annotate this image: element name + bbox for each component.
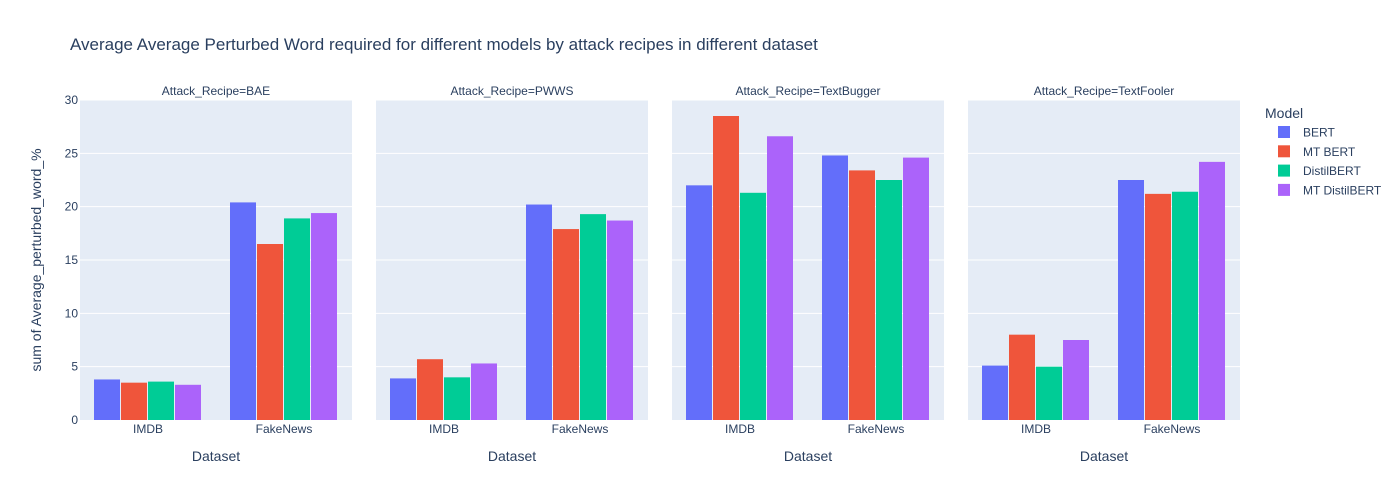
facet-panel: Attack_Recipe=TextBugger IMDB FakeNews Data… xyxy=(672,84,944,464)
bar xyxy=(417,359,443,420)
bar xyxy=(1199,161,1225,420)
legend-swatch xyxy=(1278,164,1290,177)
x-axis-title: Dataset xyxy=(784,448,832,464)
facet-panel: Attack_Recipe=TextFooler IMDB FakeNews Data… xyxy=(968,84,1240,464)
facet-title: Attack_Recipe=TextFooler xyxy=(1034,84,1174,98)
bar xyxy=(553,229,579,420)
bar xyxy=(713,116,739,420)
bar xyxy=(471,363,497,420)
legend-swatch xyxy=(1278,145,1290,158)
chart-title: Average Average Perturbed Word required … xyxy=(70,35,818,54)
bar xyxy=(311,213,337,420)
bar xyxy=(580,214,606,420)
bar xyxy=(740,192,766,420)
facet-title: Attack_Recipe=BAE xyxy=(162,84,270,98)
legend-swatch xyxy=(1278,183,1290,196)
y-tick-label: 25 xyxy=(65,146,79,160)
bar xyxy=(175,384,201,420)
x-tick-label: FakeNews xyxy=(1144,422,1201,436)
bar xyxy=(767,136,793,420)
bar xyxy=(686,185,712,420)
bar xyxy=(257,244,283,420)
x-axis-title: Dataset xyxy=(1080,448,1128,464)
bar xyxy=(390,378,416,420)
bar xyxy=(1172,191,1198,420)
bar xyxy=(1118,180,1144,420)
x-tick-label: FakeNews xyxy=(848,422,905,436)
x-tick-label: IMDB xyxy=(1021,422,1051,436)
bar xyxy=(148,381,174,420)
y-tick-label: 30 xyxy=(65,93,79,107)
bar xyxy=(94,379,120,420)
x-axis-title: Dataset xyxy=(488,448,536,464)
y-tick-label: 0 xyxy=(71,413,78,427)
bar xyxy=(876,180,902,420)
bar xyxy=(1145,193,1171,420)
x-tick-label: IMDB xyxy=(133,422,163,436)
facet-title: Attack_Recipe=PWWS xyxy=(450,84,573,98)
x-axis-title: Dataset xyxy=(192,448,240,464)
legend-label: MT DistilBERT xyxy=(1303,183,1382,197)
bar xyxy=(1063,340,1089,420)
bar xyxy=(1009,334,1035,420)
legend-label: DistilBERT xyxy=(1303,164,1361,178)
bar xyxy=(849,170,875,420)
bar xyxy=(903,157,929,420)
facet-panel: Attack_Recipe=BAE IMDB FakeNews Dataset xyxy=(80,84,352,464)
x-tick-label: FakeNews xyxy=(552,422,609,436)
legend-title: Model xyxy=(1265,105,1303,121)
bar xyxy=(982,365,1008,420)
bar xyxy=(607,220,633,420)
x-tick-label: FakeNews xyxy=(256,422,313,436)
y-tick-label: 10 xyxy=(65,306,79,320)
y-axis-title: sum of Average_perturbed_word_% xyxy=(28,148,44,371)
y-tick-label: 20 xyxy=(65,200,79,214)
legend-label: BERT xyxy=(1303,126,1335,140)
bar xyxy=(230,202,256,420)
bar xyxy=(444,377,470,420)
legend-swatch xyxy=(1278,126,1290,138)
x-tick-label: IMDB xyxy=(429,422,459,436)
bar xyxy=(822,155,848,420)
bar xyxy=(284,218,310,420)
facet-panel: Attack_Recipe=PWWS IMDB FakeNews Dataset xyxy=(376,84,648,464)
bar xyxy=(526,204,552,420)
legend-label: MT BERT xyxy=(1303,145,1356,159)
y-tick-label: 15 xyxy=(65,253,79,267)
y-tick-label: 5 xyxy=(71,360,78,374)
bar xyxy=(121,382,147,420)
bar xyxy=(1036,366,1062,420)
facet-title: Attack_Recipe=TextBugger xyxy=(735,84,880,98)
x-tick-label: IMDB xyxy=(725,422,755,436)
